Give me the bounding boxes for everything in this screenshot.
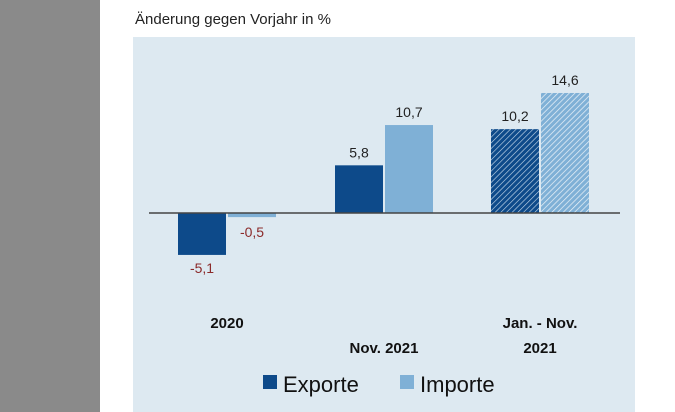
category-label: 2020 [210, 315, 243, 332]
category-label: 2021 [523, 340, 556, 357]
chart-subtitle: Änderung gegen Vorjahr in % [135, 11, 331, 28]
data-label: 5,8 [349, 144, 369, 160]
data-label: 10,7 [395, 104, 422, 120]
category-label: Nov. 2021 [350, 340, 419, 357]
legend-label: Importe [420, 372, 495, 397]
bar-exporte-1 [335, 165, 383, 213]
legend-swatch-exporte [263, 375, 277, 389]
bar-exporte-0 [178, 213, 226, 255]
bar-importe-1 [385, 125, 433, 213]
bar-importe-0 [228, 213, 276, 218]
category-label: Jan. - Nov. [503, 315, 578, 332]
legend-swatch-importe [400, 375, 414, 389]
left-gray-band [0, 0, 100, 412]
data-label: 14,6 [551, 72, 578, 88]
legend-label: Exporte [283, 372, 359, 397]
bar-exporte-2 [491, 129, 539, 213]
data-label: -0,5 [240, 224, 264, 240]
bar-importe-2 [541, 92, 589, 213]
data-label: 10,2 [501, 108, 528, 124]
data-label: -5,1 [190, 260, 214, 276]
